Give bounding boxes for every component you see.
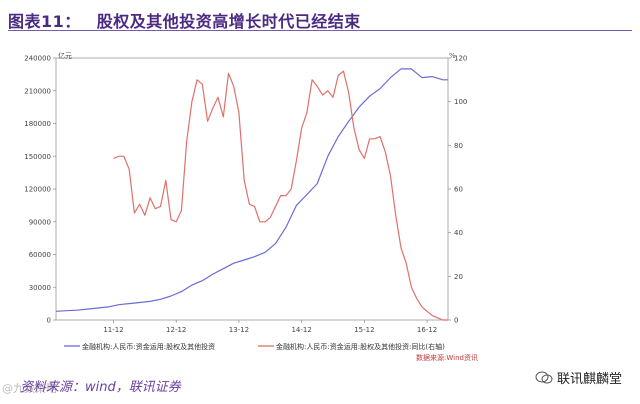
left-tick-label: 120000 — [24, 186, 51, 194]
x-tick-label: 13-12 — [229, 326, 249, 334]
x-tick-label: 11-12 — [103, 326, 123, 334]
series-layer — [55, 68, 448, 321]
left-tick-label: 240000 — [24, 55, 51, 63]
left-tick-label: 90000 — [29, 218, 51, 226]
chart-title: 图表11： 股权及其他投资高增长时代已经结束 — [8, 8, 361, 32]
x-tick-label: 12-12 — [166, 326, 186, 334]
x-tick-label: 15-12 — [354, 326, 374, 334]
left-axis: 0 30000 60000 90000 120000 150000 180000 210000… — [24, 55, 449, 325]
right-tick-label: 80 — [454, 142, 463, 150]
left-tick-label: 60000 — [29, 251, 51, 259]
brand-name: 联讯麒麟堂 — [556, 372, 622, 387]
series-line-1 — [55, 68, 448, 312]
left-tick-label: 180000 — [24, 120, 51, 128]
legend: 金融机构:人民币:资金运用:股权及其他投资 金融机构:人民币:资金运用:股权及其… — [64, 342, 445, 351]
left-tick-label: 0 — [47, 317, 51, 325]
x-axis: 11-12 12-12 13-12 14-12 15-12 16-12 — [103, 320, 437, 334]
x-tick-label: 14-12 — [291, 326, 311, 334]
source-text: 资料来源：wind，联讯证券 — [20, 380, 181, 395]
legend-label-series-2: 金融机构:人民币:资金运用:股权及其他投资:同比(右轴) — [276, 342, 445, 351]
right-tick-label: 120 — [454, 55, 467, 63]
right-tick-label: 20 — [454, 273, 463, 281]
right-tick-label: 40 — [454, 229, 463, 237]
right-tick-label: 60 — [454, 186, 463, 194]
brand: 联讯麒麟堂 — [535, 368, 622, 387]
data-source-note: 数据来源:Wind资讯 — [416, 353, 478, 362]
left-tick-label: 210000 — [24, 87, 51, 95]
plot-frame — [55, 57, 449, 321]
right-tick-label: 0 — [454, 317, 458, 325]
figure-title: 股权及其他投资高增长时代已经结束 — [96, 12, 361, 31]
series-line-2 — [113, 70, 448, 321]
figure-number: 图表11： — [8, 12, 81, 31]
legend-label-series-1: 金融机构:人民币:资金运用:股权及其他投资 — [82, 342, 215, 351]
left-tick-label: 150000 — [24, 153, 51, 161]
left-axis-unit: 亿元 — [58, 51, 72, 60]
left-tick-label: 30000 — [29, 284, 51, 292]
title-divider — [8, 30, 632, 31]
right-axis-unit: % — [449, 52, 456, 60]
right-tick-label: 100 — [454, 98, 467, 106]
right-axis: 0 20 40 60 80 100 120 — [448, 55, 467, 325]
x-tick-label: 16-12 — [417, 326, 437, 334]
wechat-logo-icon — [535, 371, 553, 383]
watermark: @九数策略 — [2, 382, 57, 395]
